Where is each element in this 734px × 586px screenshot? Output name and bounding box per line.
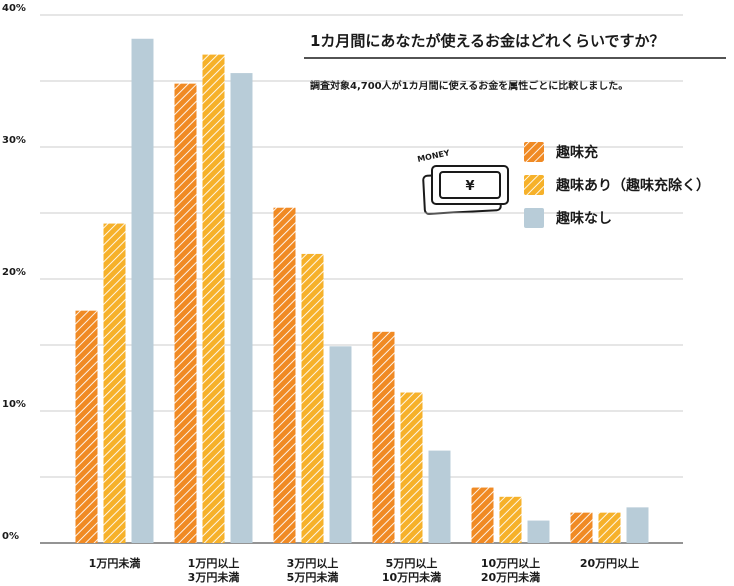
x-tick-label: 3万円未満 (188, 570, 240, 584)
bar (570, 512, 593, 543)
chart-title: 1カ月間にあなたが使えるお金はどれくらいですか？ (310, 32, 665, 50)
bar (230, 73, 253, 543)
x-tick-label: 20万円未満 (481, 570, 540, 584)
bar (428, 450, 451, 543)
legend-label: 趣味なし (555, 210, 612, 227)
bar (471, 487, 494, 543)
x-tick-label: 1万円未満 (89, 556, 141, 570)
x-tick-label: 5万円未満 (287, 570, 339, 584)
bar (527, 520, 550, 543)
bar (626, 507, 649, 543)
bar (103, 223, 126, 543)
icon-label: MONEY (417, 148, 451, 164)
y-tick-label: 10% (2, 399, 26, 410)
bar (202, 54, 225, 543)
bar (75, 310, 98, 543)
bar (273, 207, 296, 543)
x-tick-label: 5万円以上 (386, 556, 438, 570)
bar (499, 496, 522, 543)
legend-label: 趣味あり（趣味充除く） (555, 177, 710, 194)
legend-label: 趣味充 (555, 144, 598, 161)
y-tick-label: 40% (2, 3, 26, 14)
y-tick-label: 30% (2, 135, 26, 146)
x-tick-label: 20万円以上 (580, 556, 639, 570)
y-tick-label: 0% (2, 531, 19, 542)
bar (329, 346, 352, 543)
bar (400, 392, 423, 543)
chart-subtitle: 調査対象4,700人が1カ月間に使えるお金を属性ごとに比較しました。 (310, 79, 628, 92)
x-tick-label: 1万円以上 (188, 556, 240, 570)
money-icon: ¥ MONEY (417, 148, 509, 215)
x-tick-label: 3万円以上 (287, 556, 339, 570)
icon-symbol: ¥ (465, 179, 474, 194)
bar (131, 38, 154, 543)
x-tick-label: 10万円未満 (382, 570, 441, 584)
legend-swatch (524, 175, 544, 195)
bar (372, 331, 395, 543)
bar (174, 83, 197, 543)
x-tick-label: 10万円以上 (481, 556, 540, 570)
bar (598, 512, 621, 543)
y-tick-label: 20% (2, 267, 26, 278)
bar (301, 253, 324, 544)
legend-swatch (524, 208, 544, 228)
legend-swatch (524, 142, 544, 162)
